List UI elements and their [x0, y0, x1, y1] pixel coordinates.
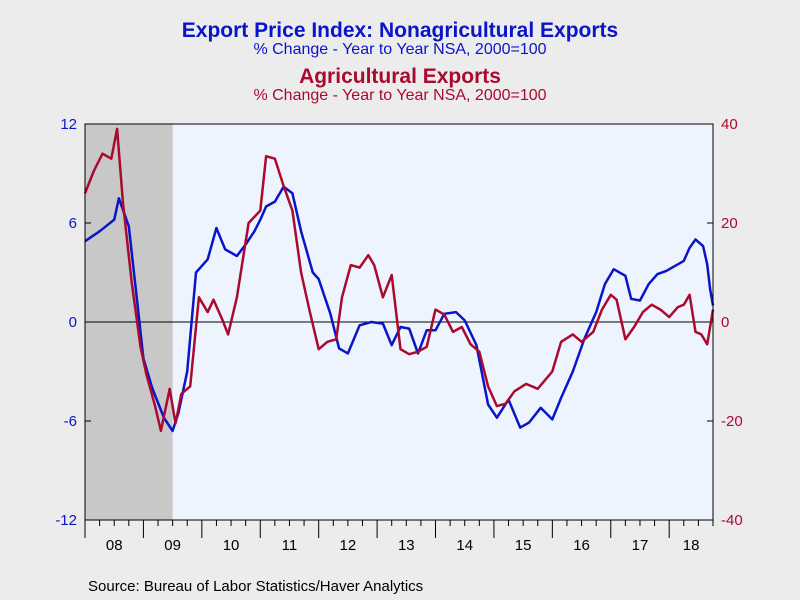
right-axis-tick-label: 40	[721, 116, 738, 133]
series-line-nonagricultural	[84, 185, 715, 433]
left-axis-tick-label: -12	[55, 512, 77, 529]
x-axis-tick-label: 09	[164, 537, 181, 554]
left-axis-tick-label: 6	[69, 215, 77, 232]
x-axis-tick-label: 13	[398, 537, 415, 554]
chart-subtitle-nonag: % Change - Year to Year NSA, 2000=100	[253, 41, 547, 58]
right-axis-tick-label: -40	[721, 512, 743, 529]
source-note: Source: Bureau of Labor Statistics/Haver…	[88, 578, 424, 595]
x-axis-tick-label: 08	[106, 537, 123, 554]
chart-title-ag: Agricultural Exports	[299, 65, 501, 88]
plot-frame	[84, 123, 714, 521]
series-line-agricultural	[83, 127, 715, 433]
x-axis-tick-label: 15	[515, 537, 532, 554]
chart-subtitle-ag: % Change - Year to Year NSA, 2000=100	[253, 87, 547, 104]
x-axis-tick-label: 17	[632, 537, 649, 554]
right-axis-tick-label: 0	[721, 314, 729, 331]
right-axis-tick-label: -20	[721, 413, 743, 430]
left-axis-tick-label: 0	[69, 314, 77, 331]
x-axis-tick-label: 10	[223, 537, 240, 554]
left-axis-tick-label: 12	[60, 116, 77, 133]
x-axis-tick-label: 11	[282, 537, 298, 554]
x-axis-tick-label: 16	[573, 537, 590, 554]
x-axis-tick-label: 12	[340, 537, 357, 554]
chart-title: Export Price Index: Nonagricultural Expo…	[181, 19, 619, 42]
right-axis-tick-label: 20	[721, 215, 738, 232]
x-axis-tick-label: 14	[456, 537, 473, 554]
chart-marks: 12 6 0 -6 -12 40 20 0 -20 -40 08 09 10 11 12 13 14 15 16 17…	[55, 116, 742, 554]
x-axis-tick-label: 18	[683, 537, 700, 554]
left-axis-tick-label: -6	[64, 413, 77, 430]
